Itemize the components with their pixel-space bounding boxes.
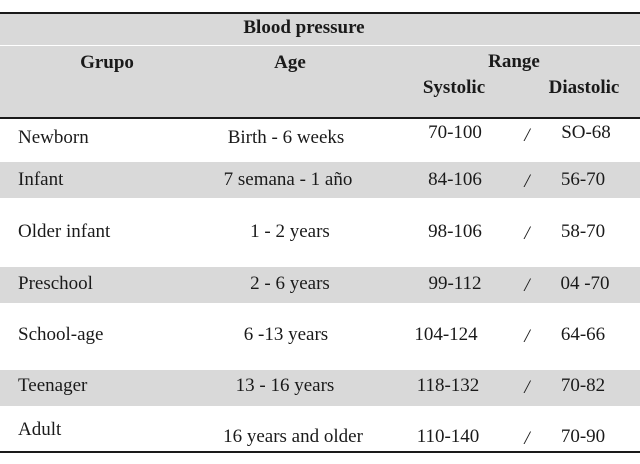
cell-group: Newborn xyxy=(18,127,89,148)
cell-group: Adult xyxy=(18,419,62,440)
cell-age: Birth - 6 weeks xyxy=(227,127,345,148)
header-systolic: Systolic xyxy=(422,77,486,98)
cell-diastolic: 70-90 xyxy=(560,426,606,447)
top-rule xyxy=(0,12,640,14)
cell-diastolic: SO-68 xyxy=(561,122,611,143)
row-band-teenager xyxy=(0,370,640,406)
cell-age: 16 years and older xyxy=(223,426,363,447)
cell-diastolic: 58-70 xyxy=(560,221,606,242)
cell-separator: / xyxy=(524,223,530,244)
cell-group: Older infant xyxy=(18,221,111,242)
cell-group: Preschool xyxy=(18,273,93,294)
row-band-infant xyxy=(0,162,640,198)
row-band-preschool xyxy=(0,267,640,303)
cell-separator: / xyxy=(524,275,530,296)
cell-systolic: 99-112 xyxy=(428,273,482,294)
bottom-rule xyxy=(0,451,640,453)
header-age: Age xyxy=(274,52,306,73)
cell-diastolic: 64-66 xyxy=(560,324,606,345)
caption-rule xyxy=(0,45,640,46)
cell-systolic: 70-100 xyxy=(428,122,482,143)
header-group: Grupo xyxy=(80,52,134,73)
cell-systolic: 118-132 xyxy=(416,375,480,396)
header-range: Range xyxy=(488,51,540,72)
cell-systolic: 98-106 xyxy=(428,221,482,242)
cell-separator: / xyxy=(524,428,530,449)
header-diastolic: Diastolic xyxy=(548,77,620,98)
cell-group: Teenager xyxy=(18,375,88,396)
cell-age: 13 - 16 years xyxy=(235,375,335,396)
header-band xyxy=(0,14,640,118)
cell-diastolic: 56-70 xyxy=(560,169,606,190)
cell-separator: / xyxy=(524,171,530,192)
cell-diastolic: 04 -70 xyxy=(560,273,610,294)
cell-group: Infant xyxy=(18,169,64,190)
cell-separator: / xyxy=(524,125,530,146)
cell-systolic: 110-140 xyxy=(416,426,480,447)
cell-diastolic: 70-82 xyxy=(560,375,606,396)
cell-age: 1 - 2 years xyxy=(250,221,330,242)
cell-group: School-age xyxy=(18,324,104,345)
cell-age: 7 semana - 1 año xyxy=(223,169,353,190)
header-rule xyxy=(0,117,640,119)
cell-age: 6 -13 years xyxy=(243,324,329,345)
cell-age: 2 - 6 years xyxy=(250,273,330,294)
cell-systolic: 104-124 xyxy=(414,324,478,345)
cell-systolic: 84-106 xyxy=(428,169,482,190)
cell-separator: / xyxy=(524,326,530,347)
table-caption: Blood pressure xyxy=(243,17,365,38)
cell-separator: / xyxy=(524,377,530,398)
